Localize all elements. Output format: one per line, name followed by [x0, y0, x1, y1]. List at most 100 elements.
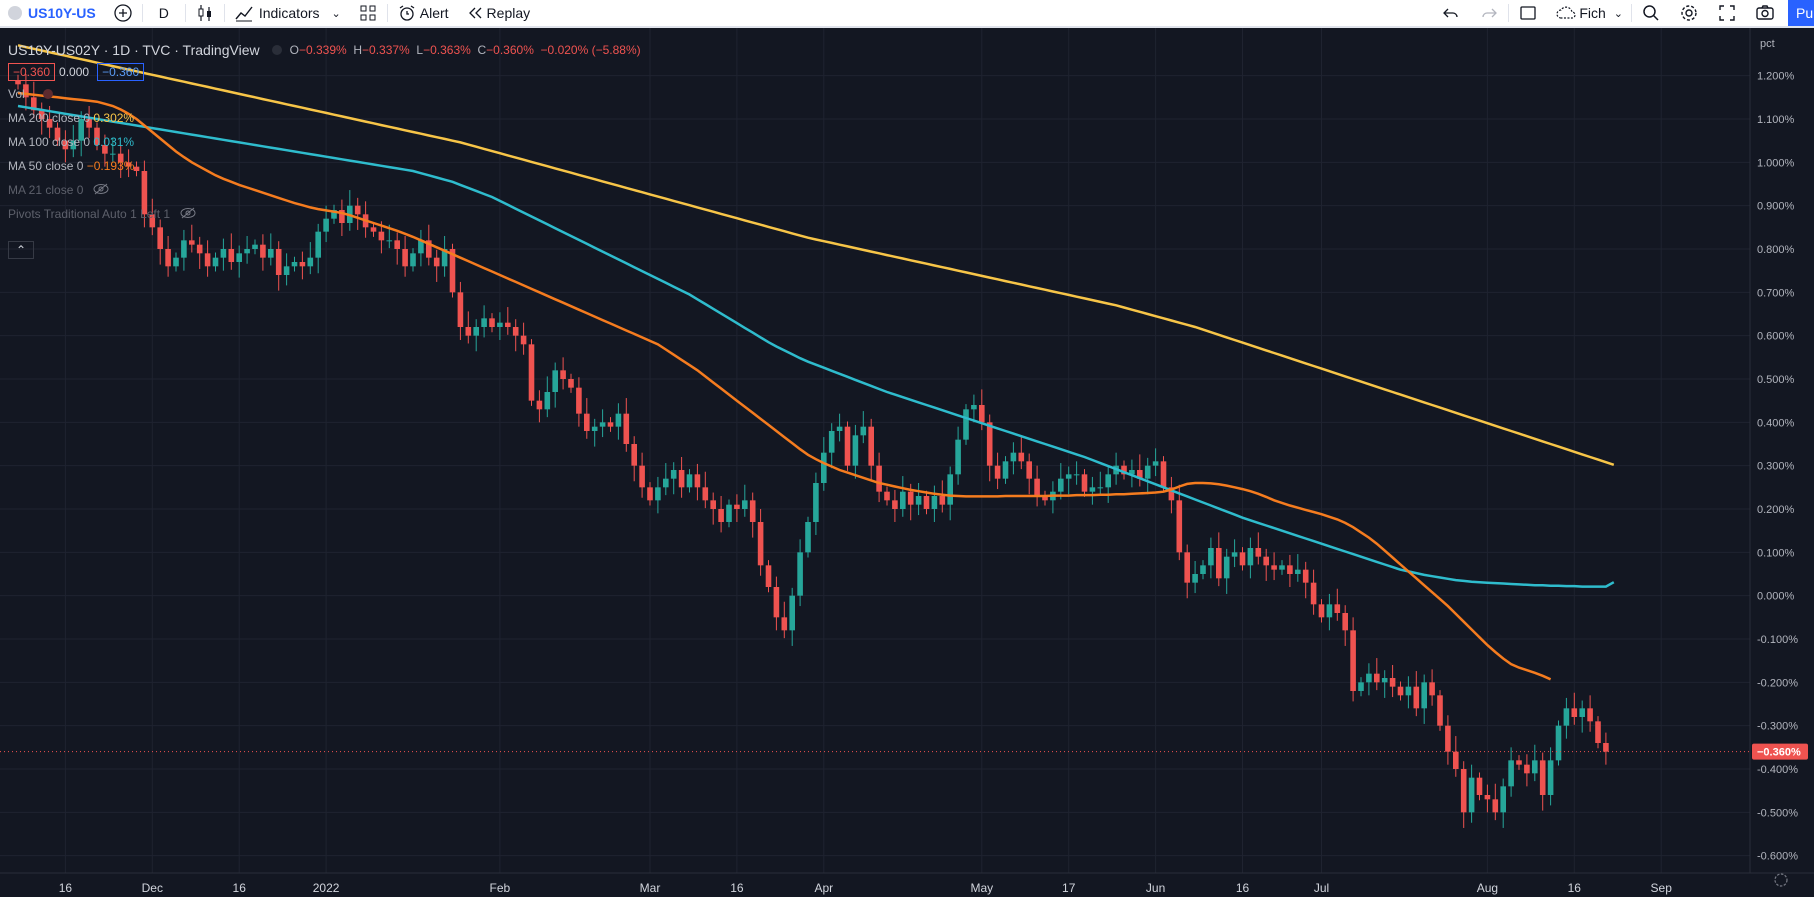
warning-icon	[42, 89, 53, 99]
candle-body	[828, 431, 835, 453]
candle-body	[1595, 721, 1601, 743]
chart-title[interactable]: US10Y-US02Y · 1D · TVC · TradingView	[8, 42, 260, 58]
candle-body	[70, 140, 77, 150]
candle-body	[670, 470, 677, 479]
chart-settings-button[interactable]	[1774, 873, 1788, 887]
compare-button[interactable]	[104, 0, 142, 27]
candle-body	[607, 422, 614, 427]
cloud-icon	[1555, 2, 1577, 24]
candle-body	[260, 244, 266, 258]
candle-body	[86, 119, 92, 128]
candle-body	[544, 392, 551, 410]
candle-body	[426, 240, 432, 258]
ma200-indicator[interactable]: MA 200 close 0 0.302%	[8, 106, 641, 130]
eye-hidden-icon[interactable]	[180, 207, 196, 222]
candle-body	[710, 500, 716, 509]
volume-indicator[interactable]: Vol	[8, 82, 641, 106]
candle-body	[1603, 743, 1609, 752]
bid-box[interactable]: −0.360	[8, 63, 56, 81]
save-layout-button[interactable]: Fich ⌄	[1547, 0, 1631, 27]
candle-body	[1287, 565, 1293, 574]
candle-body	[433, 257, 440, 267]
indicators-button[interactable]: Indicators ⌄	[225, 0, 349, 27]
time-tick-label: 16	[59, 881, 73, 895]
candle-body	[615, 413, 622, 427]
settings-button[interactable]	[1670, 0, 1708, 27]
candle-body	[133, 166, 140, 171]
price-tick-label: 0.600%	[1757, 331, 1795, 343]
candle-body	[165, 249, 171, 267]
redo-button[interactable]	[1470, 0, 1508, 27]
candle-body	[31, 97, 37, 111]
close-value: −0.360%	[486, 43, 534, 57]
ma100-indicator[interactable]: MA 100 close 0 0.031%	[8, 130, 641, 154]
candle-body	[623, 413, 630, 444]
candle-body	[1524, 764, 1530, 774]
price-tick-label: 0.300%	[1757, 461, 1795, 473]
fullscreen-button[interactable]	[1708, 0, 1746, 27]
candle-body	[813, 483, 819, 522]
candle-body	[410, 253, 416, 267]
low-key: L	[416, 43, 424, 57]
ask-box[interactable]: −0.360	[97, 63, 145, 81]
time-axis[interactable]: Nov16Dec162022FebMar16AprMay17Jun16JulAu…	[0, 881, 1672, 895]
search-button[interactable]	[1632, 0, 1670, 27]
rewind-icon	[465, 2, 487, 24]
symbol-logo-icon	[8, 6, 22, 20]
last-price-badge	[1752, 743, 1808, 760]
layout-button[interactable]	[1509, 0, 1547, 27]
candle-body	[1137, 470, 1143, 479]
ma21-indicator[interactable]: MA 21 close 0	[8, 178, 641, 202]
chevron-down-icon[interactable]: ⌄	[331, 7, 341, 20]
change-value: −0.020% (−5.88%)	[540, 43, 641, 57]
candle-body	[15, 80, 21, 85]
publish-button[interactable]: Pu	[1788, 0, 1814, 26]
collapse-legend-button[interactable]: ⌃	[8, 241, 34, 259]
price-tick-label: 0.700%	[1757, 287, 1795, 299]
candle-body	[1334, 604, 1341, 613]
candle-body	[1295, 569, 1301, 574]
candle-body	[702, 487, 709, 501]
candle-body	[884, 491, 890, 501]
time-tick-label: Dec	[142, 881, 163, 895]
candle-body	[315, 231, 321, 258]
symbol-search[interactable]: US10Y-US	[0, 0, 104, 27]
candle-body	[1508, 760, 1514, 787]
snapshot-button[interactable]	[1746, 0, 1784, 27]
ma200-value: 0.302%	[93, 111, 135, 125]
ma50-indicator[interactable]: MA 50 close 0 −0.193%	[8, 154, 641, 178]
candle-body	[1532, 760, 1538, 774]
candle-body	[110, 153, 116, 155]
camera-icon	[1754, 2, 1776, 24]
alert-button[interactable]: Alert	[388, 0, 457, 27]
chart-area[interactable]: 1.200% 1.100% 1.000% 0.900% 0.800% 0.700% 0.60…	[0, 28, 1814, 897]
candle-body	[1176, 500, 1183, 553]
candle-body	[773, 587, 780, 618]
price-axis[interactable]: 1.200% 1.100% 1.000% 0.900% 0.800% 0.700% 0.60…	[1757, 71, 1798, 863]
price-tick-label: -0.600%	[1757, 851, 1798, 863]
gear-icon	[1774, 873, 1788, 887]
toolbar-divider	[184, 4, 186, 22]
candle-body	[473, 327, 479, 336]
candle-body	[718, 509, 724, 522]
candle-body	[686, 474, 693, 488]
candle-body	[1223, 556, 1230, 579]
chart-type-button[interactable]	[186, 0, 224, 27]
candle-body	[497, 322, 503, 327]
chevron-down-icon[interactable]: ⌄	[1613, 7, 1623, 20]
candle-body	[1374, 673, 1380, 683]
interval-button[interactable]: D	[143, 0, 185, 27]
time-tick-label: 16	[1568, 881, 1582, 895]
candle-body	[757, 522, 764, 566]
candle-body	[1239, 552, 1246, 566]
candle-body	[797, 552, 803, 596]
candle-body	[1081, 474, 1088, 492]
replay-button[interactable]: Replay	[457, 0, 539, 27]
eye-hidden-icon[interactable]	[93, 183, 109, 198]
templates-button[interactable]	[349, 0, 387, 27]
price-chart[interactable]: 1.200% 1.100% 1.000% 0.900% 0.800% 0.700% 0.60…	[0, 28, 1814, 897]
candle-body	[979, 405, 985, 423]
undo-button[interactable]	[1432, 0, 1470, 27]
candle-body	[283, 266, 290, 275]
pivots-indicator[interactable]: Pivots Traditional Auto 1 Left 1	[8, 202, 641, 226]
